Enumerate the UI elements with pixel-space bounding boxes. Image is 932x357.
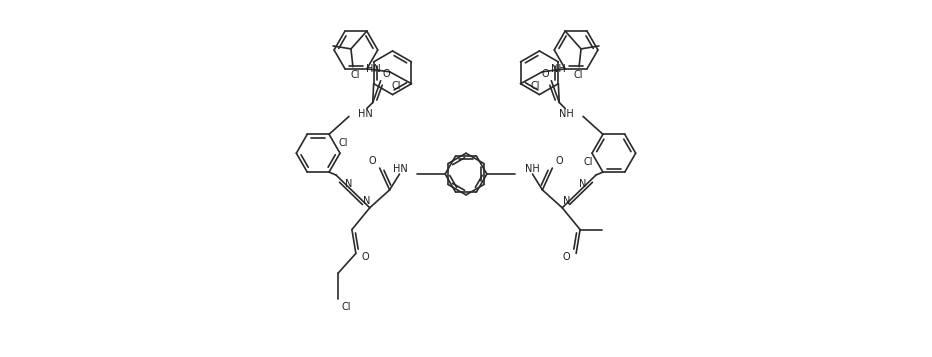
Text: Cl: Cl xyxy=(530,81,541,91)
Text: HN: HN xyxy=(392,164,407,174)
Text: O: O xyxy=(541,69,549,79)
Text: O: O xyxy=(383,69,391,79)
Text: NH: NH xyxy=(559,110,574,120)
Text: N: N xyxy=(363,196,370,206)
Text: Cl: Cl xyxy=(583,157,593,167)
Text: N: N xyxy=(563,196,569,206)
Text: O: O xyxy=(555,156,563,166)
Text: Cl: Cl xyxy=(350,70,360,80)
Text: NH: NH xyxy=(552,64,566,74)
Text: NH: NH xyxy=(525,164,540,174)
Text: Cl: Cl xyxy=(391,81,402,91)
Text: O: O xyxy=(362,252,370,262)
Text: N: N xyxy=(345,180,352,190)
Text: N: N xyxy=(580,180,587,190)
Text: Cl: Cl xyxy=(341,302,350,312)
Text: Cl: Cl xyxy=(338,138,348,148)
Text: HN: HN xyxy=(358,110,373,120)
Text: HN: HN xyxy=(366,64,380,74)
Text: O: O xyxy=(562,252,570,262)
Text: Cl: Cl xyxy=(573,70,582,80)
Text: O: O xyxy=(369,156,377,166)
